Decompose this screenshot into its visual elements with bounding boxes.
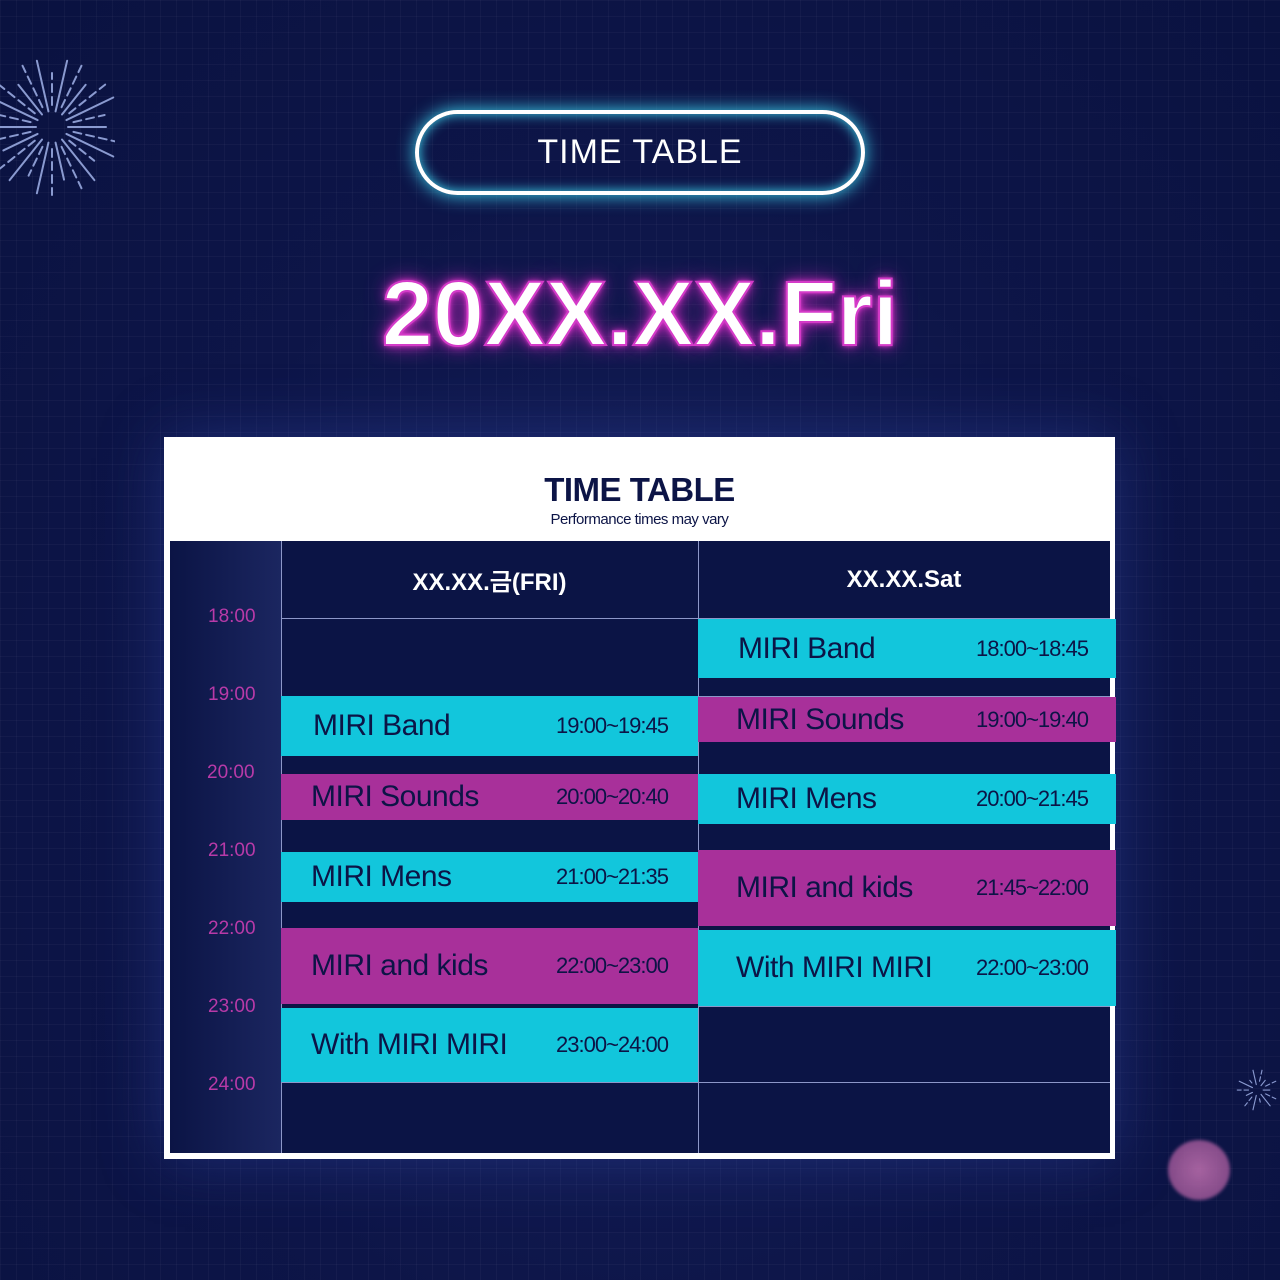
event-block[interactable]: MIRI and kids 21:45~22:00 bbox=[698, 850, 1116, 926]
event-time: 21:00~21:35 bbox=[556, 864, 669, 889]
firework-ray bbox=[68, 139, 96, 162]
time-label: 20:00 bbox=[207, 762, 255, 783]
divider bbox=[698, 541, 699, 1153]
time-label: 24:00 bbox=[208, 1074, 256, 1095]
firework-ray bbox=[68, 83, 107, 115]
firework-ray bbox=[54, 141, 66, 181]
firework-ray bbox=[1244, 1096, 1253, 1107]
firework-ray bbox=[60, 138, 96, 182]
firework-ray bbox=[27, 145, 44, 177]
firework-ray bbox=[60, 64, 83, 109]
firework-ray bbox=[0, 100, 39, 122]
firework-ray bbox=[1260, 1093, 1271, 1107]
event-time: 20:00~20:40 bbox=[556, 784, 669, 809]
event-name: MIRI and kids bbox=[736, 871, 913, 904]
divider bbox=[698, 696, 1110, 697]
time-label: 19:00 bbox=[208, 684, 256, 705]
firework-ray bbox=[65, 96, 115, 122]
event-name: With MIRI MIRI bbox=[736, 951, 933, 984]
event-time: 23:00~24:00 bbox=[556, 1032, 669, 1057]
event-time: 22:00~23:00 bbox=[976, 955, 1089, 980]
firework-ray bbox=[1252, 1069, 1257, 1086]
schedule-grid: 18:00 19:00 20:00 21:00 22:00 23:00 24:0… bbox=[170, 541, 1116, 1153]
event-block[interactable]: MIRI Sounds 19:00~19:40 bbox=[698, 697, 1116, 742]
event-time: 19:00~19:45 bbox=[556, 713, 669, 738]
time-column: 18:00 19:00 20:00 21:00 22:00 23:00 24:0… bbox=[170, 541, 281, 1153]
firework-icon bbox=[0, 59, 115, 196]
time-label: 21:00 bbox=[208, 840, 256, 861]
event-name: MIRI Mens bbox=[736, 782, 877, 815]
event-block[interactable]: MIRI Mens 21:00~21:35 bbox=[281, 852, 698, 902]
firework-ray bbox=[1265, 1093, 1277, 1100]
card-header: TIME TABLE Performance times may vary bbox=[164, 437, 1115, 541]
firework-ray bbox=[72, 113, 106, 124]
firework-icon bbox=[1236, 1069, 1277, 1111]
firework-ray bbox=[21, 64, 44, 109]
banner-label: TIME TABLE bbox=[537, 133, 743, 171]
firework-ray bbox=[54, 59, 69, 113]
firework-ray bbox=[1260, 1079, 1266, 1087]
event-block[interactable]: With MIRI MIRI 22:00~23:00 bbox=[698, 930, 1116, 1006]
event-name: MIRI Band bbox=[738, 631, 876, 665]
event-time: 19:00~19:40 bbox=[976, 706, 1089, 732]
time-table-banner: TIME TABLE bbox=[415, 110, 865, 195]
event-time: 18:00~18:45 bbox=[976, 635, 1089, 661]
event-time: 22:00~23:00 bbox=[556, 953, 669, 978]
firework-ray bbox=[1265, 1080, 1277, 1087]
firework-ray bbox=[0, 84, 36, 115]
event-block[interactable]: MIRI Band 19:00~19:45 bbox=[281, 696, 698, 756]
firework-ray bbox=[1245, 1091, 1253, 1096]
event-time: 20:00~21:45 bbox=[976, 786, 1089, 811]
firework-ray bbox=[60, 145, 83, 190]
glow-orb bbox=[1168, 1140, 1230, 1200]
event-block[interactable]: With MIRI MIRI 23:00~24:00 bbox=[281, 1008, 698, 1082]
time-label: 23:00 bbox=[208, 996, 256, 1017]
firework-ray bbox=[2, 132, 39, 152]
firework-ray bbox=[0, 139, 36, 170]
event-time: 21:45~22:00 bbox=[976, 875, 1089, 900]
firework-ray bbox=[1252, 1094, 1257, 1111]
divider bbox=[698, 1006, 1110, 1007]
day-header-sat: XX.XX.Sat bbox=[846, 565, 962, 593]
event-block[interactable]: MIRI Mens 20:00~21:45 bbox=[698, 774, 1116, 824]
event-name: MIRI and kids bbox=[311, 949, 488, 982]
firework-ray bbox=[72, 130, 115, 143]
time-label: 18:00 bbox=[208, 606, 256, 627]
timetable-card: TIME TABLE Performance times may vary 18… bbox=[164, 437, 1116, 1159]
firework-ray bbox=[0, 130, 32, 140]
date-title: 20XX.XX.Fri bbox=[381, 262, 899, 366]
card-subtitle: Performance times may vary bbox=[550, 511, 729, 528]
event-name: MIRI Sounds bbox=[736, 702, 904, 736]
divider bbox=[281, 541, 282, 1153]
firework-ray bbox=[1238, 1080, 1253, 1089]
event-name: MIRI Mens bbox=[311, 860, 452, 893]
event-name: With MIRI MIRI bbox=[311, 1028, 508, 1061]
firework-ray bbox=[60, 83, 87, 116]
event-block[interactable]: MIRI Sounds 20:00~20:40 bbox=[281, 774, 698, 820]
firework-ray bbox=[8, 138, 44, 182]
time-label: 22:00 bbox=[208, 918, 256, 939]
firework-ray bbox=[35, 59, 50, 113]
card-title: TIME TABLE bbox=[544, 471, 735, 508]
firework-ray bbox=[35, 141, 50, 195]
firework-ray bbox=[17, 83, 44, 116]
event-name: MIRI Band bbox=[313, 709, 451, 742]
divider bbox=[281, 1082, 1110, 1083]
divider bbox=[281, 618, 1110, 619]
firework-ray bbox=[1258, 1069, 1263, 1082]
event-block[interactable]: MIRI Band 18:00~18:45 bbox=[698, 619, 1116, 678]
firework-ray bbox=[1258, 1098, 1261, 1103]
firework-ray bbox=[0, 114, 32, 124]
event-name: MIRI Sounds bbox=[311, 780, 479, 813]
firework-ray bbox=[1249, 1079, 1253, 1084]
event-block[interactable]: MIRI and kids 22:00~23:00 bbox=[281, 928, 698, 1004]
firework-ray bbox=[65, 132, 115, 158]
day-header-fri: XX.XX.금(FRI) bbox=[412, 569, 567, 596]
